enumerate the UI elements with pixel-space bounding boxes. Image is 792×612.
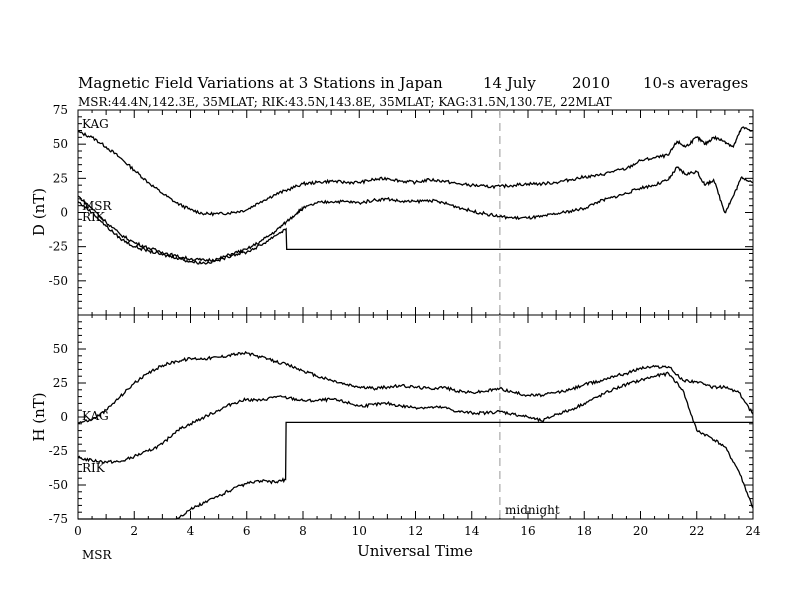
panel-d-frame — [77, 109, 754, 316]
d-series-rik-line — [77, 201, 753, 265]
h-ytick-label: 25 — [53, 376, 68, 390]
h-label-rik: RIK — [82, 461, 106, 475]
h-label-kag: KAG — [82, 409, 109, 423]
panel-d-station-labels: KAG MSR RIK — [82, 117, 113, 224]
d-label-msr: MSR — [82, 199, 113, 213]
d-series-msr-line — [77, 166, 753, 263]
panel-h-ylabel: H (nT) — [30, 392, 48, 441]
d-ytick-label: 0 — [60, 206, 68, 220]
panel-h-station-labels: KAG RIK MSR — [82, 409, 113, 562]
chart-subtitle: MSR:44.4N,142.3E, 35MLAT; RIK:43.5N,143.… — [78, 95, 612, 109]
chart-year: 2010 — [572, 74, 610, 92]
xtick-label: 0 — [74, 524, 82, 538]
panel-h-series — [77, 350, 754, 520]
chart-date: 14 July — [483, 74, 536, 92]
h-series-rik-line — [77, 371, 754, 509]
h-ytick-label: -75 — [49, 512, 68, 526]
d-series-kag-line — [77, 126, 754, 217]
d-ytick-label: -25 — [49, 240, 68, 254]
h-label-msr: MSR — [82, 548, 113, 562]
panel-d-ticks: 75 50 25 0 -25 -50 — [49, 103, 754, 316]
d-label-rik: RIK — [82, 210, 106, 224]
h-ytick-label: -25 — [49, 444, 68, 458]
h-ytick-label: -50 — [49, 478, 68, 492]
xtick-label: 20 — [633, 524, 648, 538]
xtick-label: 16 — [520, 524, 535, 538]
xtick-label: 14 — [464, 524, 480, 538]
panel-d-series — [77, 126, 754, 265]
xtick-label: 2 — [130, 524, 138, 538]
d-ytick-label: 75 — [53, 103, 68, 117]
x-axis-title: Universal Time — [357, 542, 473, 560]
xtick-label: 22 — [689, 524, 704, 538]
chart-title: Magnetic Field Variations at 3 Stations … — [78, 74, 443, 92]
xtick-label: 10 — [352, 524, 367, 538]
xtick-label: 4 — [187, 524, 195, 538]
panel-d: D (nT) 75 50 25 0 -25 -50 KAG MSR RIK — [30, 103, 754, 316]
h-series-msr-line — [78, 421, 753, 520]
xtick-label: 8 — [299, 524, 307, 538]
xtick-label: 6 — [243, 524, 251, 538]
d-label-kag: KAG — [82, 117, 109, 131]
panel-d-ylabel: D (nT) — [30, 188, 48, 236]
xtick-label: 18 — [577, 524, 592, 538]
d-ytick-label: 50 — [53, 137, 68, 151]
panel-h-frame — [77, 314, 754, 520]
h-ytick-label: 0 — [60, 410, 68, 424]
midnight-annotation: midnight — [505, 503, 560, 517]
h-ytick-label: 50 — [53, 342, 68, 356]
chart-averaging: 10-s averages — [643, 74, 748, 92]
d-ytick-label: -50 — [49, 274, 68, 288]
xtick-label: 24 — [745, 524, 761, 538]
d-ytick-label: 25 — [53, 171, 68, 185]
xtick-label: 12 — [408, 524, 423, 538]
h-series-kag-line — [77, 350, 754, 425]
